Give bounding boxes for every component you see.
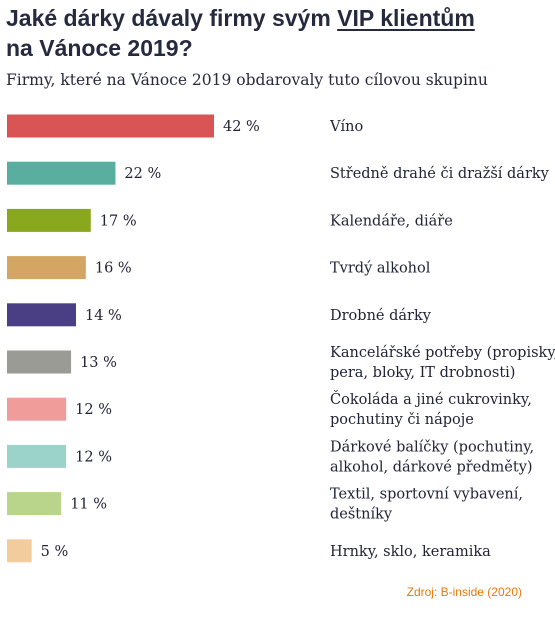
bar-5 bbox=[7, 350, 72, 374]
category-label-line: Kalendáře, diáře bbox=[330, 213, 453, 229]
value-label-8: 11 % bbox=[70, 497, 107, 513]
value-label-2: 17 % bbox=[100, 213, 137, 229]
category-label-line: Víno bbox=[329, 119, 363, 135]
title-text: Jaké dárky dávaly firmy svým bbox=[6, 5, 338, 31]
value-label-1: 22 % bbox=[124, 166, 161, 182]
category-label-line: pera, bloky, IT drobnosti) bbox=[330, 365, 515, 381]
bar-0 bbox=[7, 114, 214, 138]
bar-1 bbox=[7, 161, 116, 185]
category-label-line: deštníky bbox=[330, 506, 393, 523]
chart-title: Jaké dárky dávaly firmy svým VIP klientů… bbox=[6, 3, 546, 63]
bar-4 bbox=[7, 303, 76, 327]
value-label-7: 12 % bbox=[75, 449, 112, 465]
category-label-line: Čokoláda a jiné cukrovinky, bbox=[330, 390, 532, 408]
category-label-5: Kancelářské potřeby (propisky, pera, blok… bbox=[330, 345, 555, 381]
value-label-5: 13 % bbox=[80, 355, 117, 371]
value-label-4: 14 % bbox=[85, 308, 122, 324]
bar-9 bbox=[7, 539, 32, 563]
category-label-line: Hrnky, sklo, keramika bbox=[330, 544, 491, 560]
category-label-1: Středně drahé či dražší dárky bbox=[330, 165, 550, 182]
category-label-9: Hrnky, sklo, keramika bbox=[330, 544, 491, 560]
bar-2 bbox=[7, 208, 91, 232]
category-label-7: Dárkové balíčky (pochutiny, alkohol, dárk… bbox=[330, 439, 534, 475]
value-label-0: 42 % bbox=[223, 119, 260, 135]
value-label-9: 5 % bbox=[41, 544, 69, 560]
source-note: Zdroj: B-inside (2020) bbox=[406, 585, 522, 599]
category-label-line: Textil, sportovní vybavení, bbox=[330, 487, 523, 503]
category-label-line: alkohol, dárkové předměty) bbox=[330, 459, 533, 475]
bar-3 bbox=[7, 256, 86, 280]
category-label-line: Tvrdý alkohol bbox=[330, 260, 431, 277]
category-label-line: Středně drahé či dražší dárky bbox=[330, 165, 550, 182]
bar-8 bbox=[7, 492, 62, 516]
category-label-6: Čokoláda a jiné cukrovinky, pochutiny či … bbox=[330, 390, 532, 428]
bar-chart: 42 % Víno 22 % Středně drahé či dražší dárk… bbox=[7, 114, 555, 563]
title-link-text: VIP klientům bbox=[337, 5, 475, 31]
category-label-8: Textil, sportovní vybavení, deštníky bbox=[330, 487, 523, 523]
chart-subtitle: Firmy, které na Vánoce 2019 obdarovaly t… bbox=[6, 71, 488, 89]
category-label-2: Kalendáře, diáře bbox=[330, 213, 453, 229]
category-label-line: Kancelářské potřeby (propisky, bbox=[330, 345, 555, 361]
category-label-3: Tvrdý alkohol bbox=[330, 260, 431, 277]
category-label-0: Víno bbox=[329, 119, 363, 135]
category-label-4: Drobné dárky bbox=[330, 308, 432, 324]
bar-7 bbox=[7, 444, 67, 468]
category-label-line: Drobné dárky bbox=[330, 308, 432, 324]
category-label-line: Dárkové balíčky (pochutiny, bbox=[330, 439, 534, 455]
value-label-6: 12 % bbox=[75, 402, 112, 418]
value-label-3: 16 % bbox=[95, 261, 132, 277]
bar-6 bbox=[7, 397, 67, 421]
title-line-2: na Vánoce 2019? bbox=[6, 35, 193, 61]
category-label-line: pochutiny či nápoje bbox=[330, 412, 474, 428]
